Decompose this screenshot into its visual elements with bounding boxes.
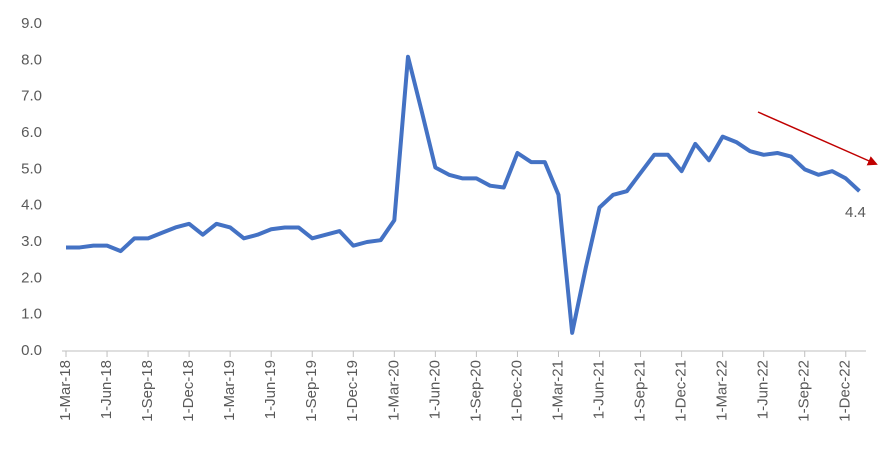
y-tick-label: 2.0	[21, 269, 42, 286]
x-tick-label: 1-Jun-21	[590, 360, 607, 419]
x-tick-label: 1-Dec-18	[180, 360, 197, 422]
x-tick-label: 1-Jun-22	[755, 360, 772, 419]
x-tick-label: 1-Sep-19	[303, 360, 320, 422]
x-tick-label: 1-Sep-22	[796, 360, 813, 422]
x-tick-label: 1-Dec-22	[837, 360, 854, 422]
x-tick-label: 1-Mar-20	[385, 360, 402, 421]
y-tick-label: 5.0	[21, 160, 42, 177]
y-tick-label: 1.0	[21, 306, 42, 323]
trend-arrow	[757, 111, 878, 166]
line-series	[66, 54, 861, 335]
x-tick-label: 1-Dec-21	[673, 360, 690, 422]
x-tick-label: 1-Mar-21	[549, 360, 566, 421]
y-tick-label: 7.0	[21, 88, 42, 105]
y-tick-label: 8.0	[21, 51, 42, 68]
x-tick-label: 1-Mar-22	[714, 360, 731, 421]
y-tick-label: 6.0	[21, 124, 42, 141]
data-label: 4.4	[845, 204, 866, 221]
y-tick-label: 9.0	[21, 15, 42, 32]
y-tick-label: 3.0	[21, 233, 42, 250]
x-tick-label: 1-Sep-18	[139, 360, 156, 422]
x-tick-label: 1-Dec-20	[508, 360, 525, 422]
x-tick-label: 1-Mar-19	[221, 360, 238, 421]
x-tick-label: 1-Sep-20	[467, 360, 484, 422]
x-tick-label: 1-Mar-18	[57, 360, 74, 421]
x-tick-label: 1-Dec-19	[344, 360, 361, 422]
x-tick-label: 1-Jun-19	[262, 360, 279, 419]
x-tick-label: 1-Jun-18	[98, 360, 115, 419]
x-tick-label: 1-Jun-20	[426, 360, 443, 419]
y-tick-label: 0.0	[21, 342, 42, 359]
y-tick-label: 4.0	[21, 197, 42, 214]
x-tick-label: 1-Sep-21	[632, 360, 649, 422]
